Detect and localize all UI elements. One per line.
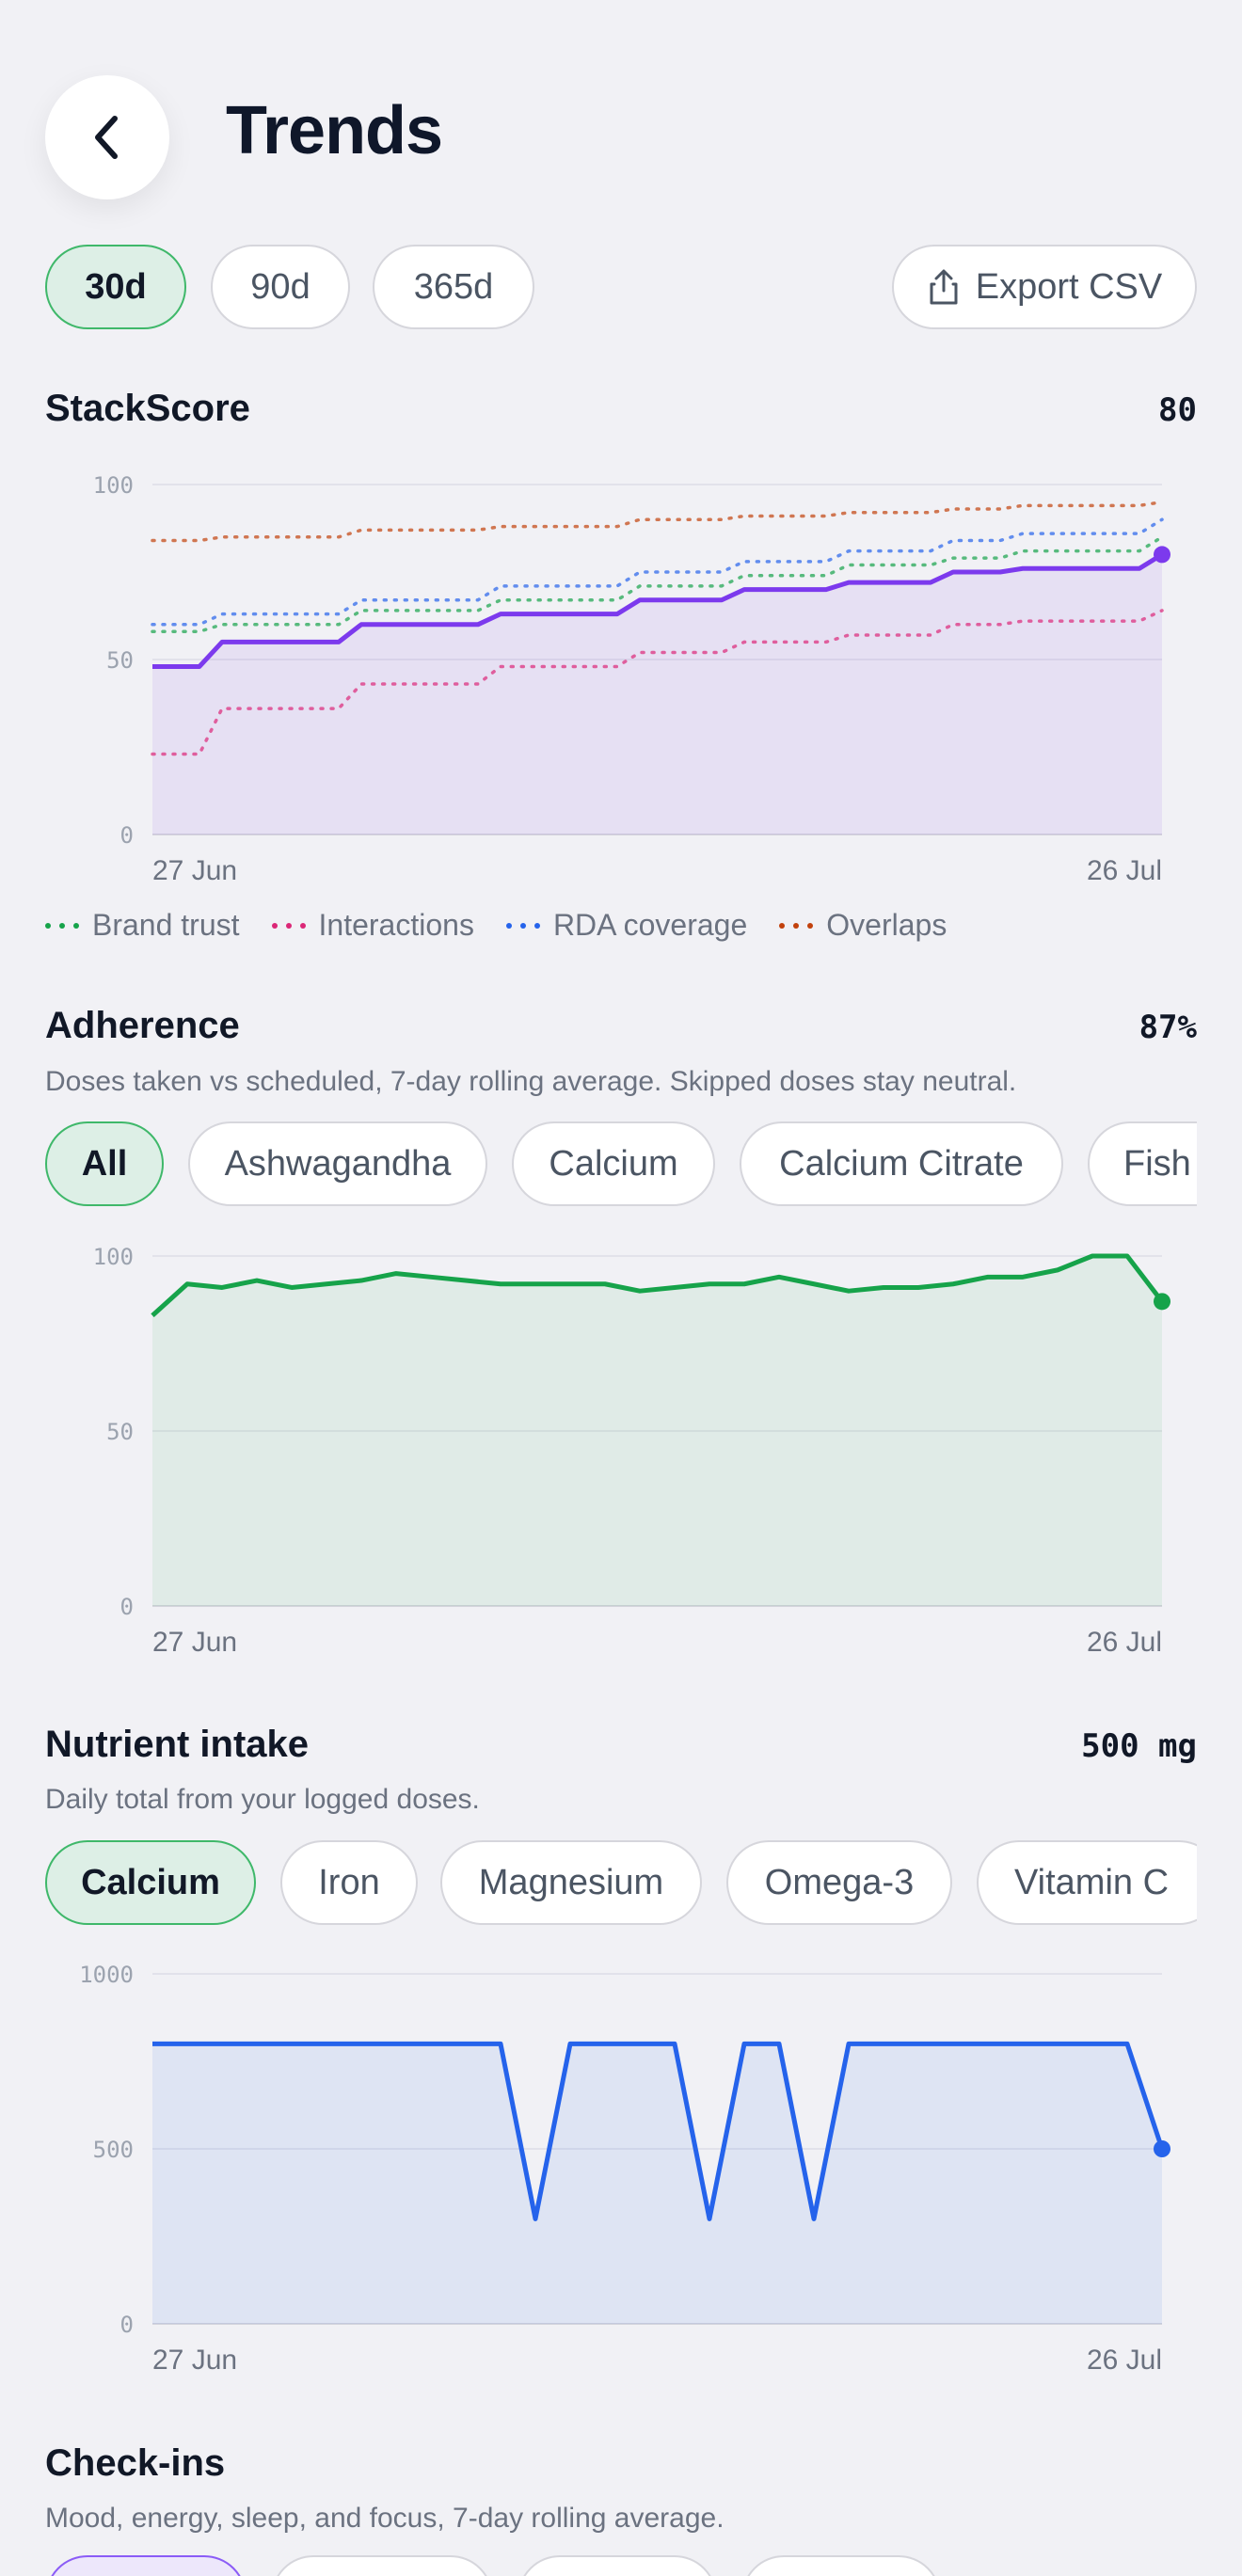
- checkin-chip[interactable]: [741, 2555, 941, 2576]
- last-point-marker: [1154, 1293, 1170, 1311]
- legend-swatch: [271, 922, 306, 929]
- range-tab-30d[interactable]: 30d: [45, 245, 186, 329]
- legend-label: Overlaps: [826, 908, 947, 942]
- legend-swatch: [779, 922, 814, 929]
- filter-chip-calcium[interactable]: Calcium: [45, 1840, 256, 1925]
- x-end-label: 26 Jul: [1087, 2345, 1162, 2376]
- y-tick-label: 100: [93, 472, 134, 499]
- share-upload-icon: [930, 269, 958, 305]
- main-series-line: [151, 1253, 1164, 1318]
- adherence-chart: 0 50 100 27 Jun 26 Jul: [93, 1244, 1170, 1658]
- filter-chip-omega-3[interactable]: Omega-3: [726, 1840, 952, 1925]
- series-line-overlaps: [151, 500, 1164, 543]
- range-tab-365d[interactable]: 365d: [373, 245, 534, 329]
- area-fill: [152, 2043, 1162, 2324]
- filter-chip-all[interactable]: All: [45, 1121, 164, 1206]
- filter-chip-iron[interactable]: Iron: [280, 1840, 418, 1925]
- y-tick-label: 0: [120, 822, 134, 849]
- back-button[interactable]: [45, 75, 169, 199]
- y-tick-label: 100: [93, 1244, 134, 1270]
- last-point-marker: [1154, 546, 1170, 564]
- legend-swatch: [505, 922, 540, 929]
- export-csv-button[interactable]: Export CSV: [892, 245, 1197, 329]
- stackscore-legend: Brand trust Interactions RDA coverage Ov…: [45, 908, 947, 943]
- legend-label: Brand trust: [92, 908, 240, 942]
- filter-chip-ashwagandha[interactable]: Ashwagandha: [188, 1121, 487, 1206]
- nutrient-intake-value: 500 mg: [1081, 1727, 1197, 1765]
- checkins-title: Check-ins: [45, 2442, 226, 2484]
- main-series-line: [152, 2041, 1165, 2221]
- series-line-interactions: [151, 609, 1164, 756]
- legend-label: Interactions: [318, 908, 474, 942]
- legend-item-overlaps: Overlaps: [779, 908, 947, 943]
- filter-chip-vitamin-c[interactable]: Vitamin C: [977, 1840, 1197, 1925]
- nutrient-intake-title: Nutrient intake: [45, 1724, 310, 1765]
- checkins-filter-row: [0, 2555, 1242, 2576]
- filter-chip-calcium[interactable]: Calcium: [512, 1121, 715, 1206]
- adherence-title: Adherence: [45, 1005, 240, 1046]
- area-fill: [152, 1256, 1162, 1606]
- y-tick-label: 50: [106, 1419, 134, 1445]
- adherence-subtitle: Doses taken vs scheduled, 7-day rolling …: [45, 1066, 1017, 1097]
- x-start-label: 27 Jun: [152, 1627, 237, 1658]
- legend-swatch: [45, 922, 79, 929]
- nutrient-intake-subtitle: Daily total from your logged doses.: [45, 1784, 480, 1815]
- series-line-brand-trust: [151, 535, 1164, 633]
- chevron-left-icon: [95, 116, 118, 159]
- range-tab-90d[interactable]: 90d: [211, 245, 350, 329]
- filter-chip-calcium-citrate[interactable]: Calcium Citrate: [740, 1121, 1063, 1206]
- x-end-label: 26 Jul: [1087, 1627, 1162, 1658]
- nutrient-intake-chart: 0 500 1000 27 Jun 26 Jul: [79, 1962, 1170, 2376]
- legend-item-rda-coverage: RDA coverage: [505, 908, 748, 943]
- checkin-chip[interactable]: [45, 2555, 247, 2576]
- checkin-chip[interactable]: [271, 2555, 493, 2576]
- page-title: Trends: [226, 93, 443, 168]
- filter-chip-magnesium[interactable]: Magnesium: [440, 1840, 702, 1925]
- x-start-label: 27 Jun: [152, 2345, 237, 2376]
- y-tick-label: 1000: [79, 1962, 134, 1988]
- export-csv-label: Export CSV: [975, 266, 1163, 307]
- legend-item-interactions: Interactions: [271, 908, 474, 943]
- area-fill: [152, 554, 1162, 835]
- x-start-label: 27 Jun: [152, 855, 237, 886]
- stackscore-title: StackScore: [45, 388, 250, 429]
- nutrient-filter-row: Calcium Iron Magnesium Omega-3 Vitamin C: [0, 1838, 1197, 1932]
- y-tick-label: 0: [120, 2312, 134, 2338]
- legend-label: RDA coverage: [552, 908, 748, 942]
- stackscore-value: 80: [1158, 391, 1197, 429]
- adherence-filter-row: All Ashwagandha Calcium Calcium Citrate …: [0, 1120, 1197, 1214]
- y-tick-label: 50: [106, 647, 134, 674]
- stackscore-chart: 0 50 100 27 Jun 26 Jul: [93, 472, 1170, 886]
- last-point-marker: [1154, 2140, 1170, 2157]
- checkins-subtitle: Mood, energy, sleep, and focus, 7-day ro…: [45, 2503, 724, 2534]
- y-tick-label: 0: [120, 1594, 134, 1620]
- legend-item-brand-trust: Brand trust: [45, 908, 240, 943]
- main-series-line: [152, 552, 1164, 669]
- x-end-label: 26 Jul: [1087, 855, 1162, 886]
- y-tick-label: 500: [93, 2137, 134, 2163]
- checkin-chip[interactable]: [518, 2555, 717, 2576]
- adherence-value: 87%: [1138, 1009, 1197, 1046]
- filter-chip-fish-oil[interactable]: Fish Oil: [1088, 1121, 1197, 1206]
